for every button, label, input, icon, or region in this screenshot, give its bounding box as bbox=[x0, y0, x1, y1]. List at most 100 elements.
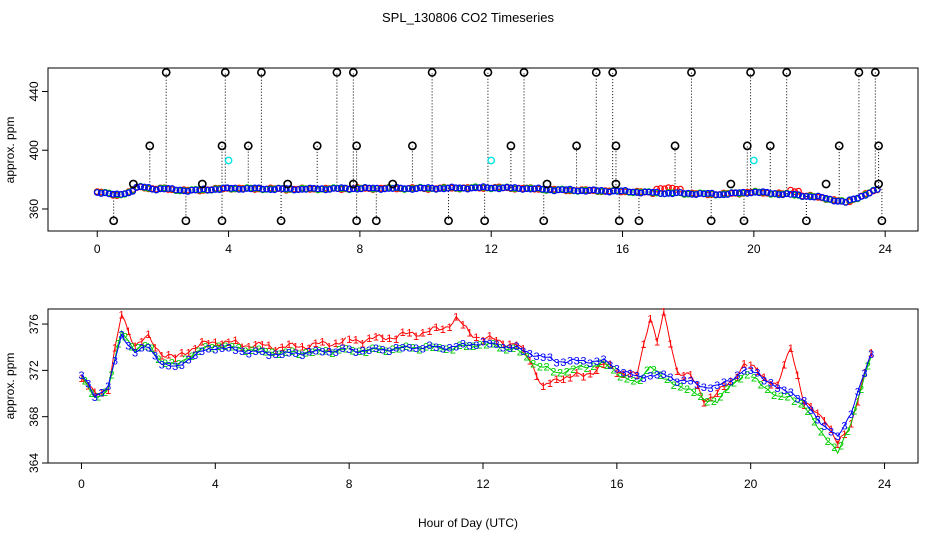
bottom-series-3-marker: 3 bbox=[835, 431, 841, 443]
top-series-3-point bbox=[432, 185, 440, 193]
top-series-3-point bbox=[129, 187, 137, 195]
bottom-series-2-marker: 2 bbox=[530, 359, 536, 371]
bottom-series-2-marker: 2 bbox=[651, 365, 657, 377]
bottom-series-2-marker: 2 bbox=[109, 370, 115, 382]
bottom-series-3-marker: 3 bbox=[493, 339, 499, 351]
bottom-series-2-marker: 2 bbox=[523, 351, 529, 363]
bottom-series-1-marker: 1 bbox=[446, 322, 452, 334]
top-series-3-point bbox=[763, 188, 771, 196]
bottom-series-1-marker: 1 bbox=[159, 350, 165, 362]
top-series-3-point bbox=[420, 184, 428, 192]
bottom-series-3-marker: 3 bbox=[98, 388, 104, 400]
outlier-high-point bbox=[874, 141, 884, 151]
bottom-series-3-marker: 3 bbox=[614, 364, 620, 376]
bottom-series-2-marker: 2 bbox=[557, 368, 563, 380]
bottom-series-1-marker: 1 bbox=[674, 366, 680, 378]
bottom-series-3-marker: 3 bbox=[808, 405, 814, 417]
bottom-series-1-marker: 1 bbox=[326, 341, 332, 353]
top-series-3-point bbox=[346, 185, 353, 193]
bottom-x-tick-label: 0 bbox=[78, 477, 85, 491]
bottom-series-3-marker: 3 bbox=[159, 360, 165, 372]
top-series-3-point bbox=[708, 189, 716, 197]
bottom-series-1-marker: 1 bbox=[460, 320, 466, 332]
bottom-y-tick-label: 364 bbox=[27, 453, 41, 473]
top-series-3-point bbox=[326, 185, 334, 193]
bottom-series-3-marker: 3 bbox=[92, 392, 98, 404]
bottom-series-3-marker: 3 bbox=[313, 346, 319, 358]
top-series-3-point bbox=[799, 193, 806, 200]
bottom-series-2-marker: 2 bbox=[336, 344, 342, 356]
bottom-series-2-marker: 2 bbox=[858, 384, 864, 396]
bottom-series-2-marker: 2 bbox=[457, 340, 463, 352]
top-series-3-point bbox=[834, 197, 842, 205]
bottom-series-1-marker: 1 bbox=[206, 339, 212, 351]
top-series-3-point bbox=[806, 193, 814, 201]
outlier-high-point bbox=[348, 68, 358, 77]
outlier-mid-point bbox=[388, 179, 398, 189]
top-series-3-point bbox=[215, 186, 223, 194]
top-series-3-point bbox=[680, 190, 688, 197]
bottom-series-3-marker: 3 bbox=[634, 371, 640, 383]
bottom-series-3-marker: 3 bbox=[768, 377, 774, 389]
outlier-mid-point bbox=[348, 179, 358, 189]
bottom-series-2-marker: 2 bbox=[269, 347, 275, 359]
bottom-series-2-marker: 2 bbox=[570, 364, 576, 376]
top-series-3-point bbox=[275, 184, 282, 192]
bottom-series-2-marker: 2 bbox=[463, 341, 469, 353]
top-series-3-point bbox=[633, 189, 641, 196]
outlier-high-point bbox=[746, 68, 755, 77]
bottom-series-1-marker: 1 bbox=[125, 326, 131, 338]
bottom-series-2-marker: 2 bbox=[631, 375, 637, 387]
bottom-series-3-marker: 3 bbox=[714, 380, 720, 392]
top-series-3-point bbox=[464, 185, 472, 193]
top-series-3-point bbox=[562, 186, 570, 194]
bottom-series-3-marker: 3 bbox=[380, 345, 386, 357]
bottom-series-3-marker: 3 bbox=[620, 367, 626, 379]
top-series-3-point bbox=[211, 186, 219, 193]
bottom-series-3-marker: 3 bbox=[393, 343, 399, 355]
bottom-series-1-marker: 1 bbox=[179, 348, 185, 360]
outlier-mid-point bbox=[283, 179, 293, 189]
top-series-3-point bbox=[448, 183, 456, 191]
bottom-y-tick-label: 372 bbox=[27, 360, 41, 380]
bottom-series-2-marker: 2 bbox=[664, 374, 670, 386]
bottom-series-1-marker: 1 bbox=[580, 372, 586, 384]
bottom-series-2-marker: 2 bbox=[430, 342, 436, 354]
top-series-3-point bbox=[476, 184, 483, 192]
top-series-3-point bbox=[302, 185, 310, 193]
top-series-3-point bbox=[180, 187, 188, 195]
bottom-series-1-marker: 1 bbox=[681, 370, 687, 382]
bottom-series-2-marker: 2 bbox=[490, 339, 496, 351]
top-series-3-point bbox=[669, 190, 676, 198]
bottom-series-2-marker: 2 bbox=[731, 377, 737, 389]
bottom-series-1-marker: 1 bbox=[467, 328, 473, 340]
bottom-series-3-marker: 3 bbox=[246, 348, 252, 360]
top-series-3-point bbox=[531, 185, 538, 193]
bottom-series-2-marker: 2 bbox=[751, 372, 757, 384]
top-series-3-point bbox=[854, 194, 861, 202]
bottom-series-1-marker: 1 bbox=[647, 313, 653, 325]
bottom-x-tick-label: 20 bbox=[744, 477, 758, 491]
bottom-series-3-marker: 3 bbox=[152, 351, 158, 363]
bottom-series-3-marker: 3 bbox=[868, 349, 874, 361]
top-series-3-point bbox=[125, 189, 133, 197]
bottom-series-2-marker: 2 bbox=[436, 343, 442, 355]
bottom-series-1-marker: 1 bbox=[567, 373, 573, 385]
bottom-series-3-marker: 3 bbox=[855, 387, 861, 399]
bottom-series-3-marker: 3 bbox=[326, 346, 332, 358]
bottom-series-1-marker: 1 bbox=[828, 424, 834, 436]
outlier-low-point bbox=[877, 216, 887, 226]
bottom-series-2-marker: 2 bbox=[396, 344, 402, 356]
top-series-3-point bbox=[251, 184, 259, 192]
top-series-3-point bbox=[152, 186, 160, 194]
top-series-3-point bbox=[515, 185, 523, 192]
bottom-series-1-marker: 1 bbox=[654, 337, 660, 349]
bottom-series-1-line bbox=[348, 315, 480, 345]
top-series-3-point bbox=[594, 187, 601, 195]
bottom-series-2-marker: 2 bbox=[82, 375, 88, 387]
top-series-3-point bbox=[787, 190, 794, 198]
top-y-tick-label: 440 bbox=[27, 81, 41, 101]
bottom-series-1-marker: 1 bbox=[533, 371, 539, 383]
outlier-high-point bbox=[352, 141, 362, 151]
outlier-high-point bbox=[687, 68, 696, 77]
